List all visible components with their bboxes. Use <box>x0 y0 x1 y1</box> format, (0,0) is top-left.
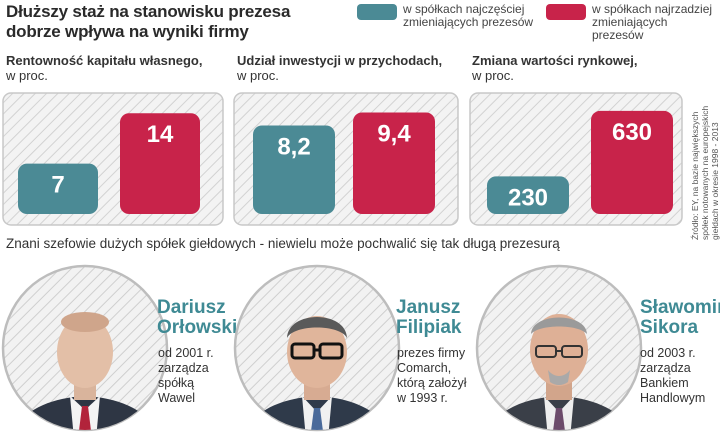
person-desc-line: prezes firmy <box>397 346 466 360</box>
legend-item-rare: w spółkach najrzadziej zmieniających pre… <box>546 3 720 42</box>
person-desc-filipiak: prezes firmy Comarch, którą założył w 19… <box>397 346 466 406</box>
source-line-2: spółek notowanych na europejskich <box>700 105 710 240</box>
person-desc-line: którą założył <box>397 376 467 390</box>
person-last-name: Filipiak <box>396 317 462 338</box>
person-desc-sikora: od 2003 r. zarządza Bankiem Handlowym <box>640 346 705 406</box>
title-line-2: dobrze wpływa na wyniki firmy <box>6 22 249 41</box>
person-desc-line: spółką <box>158 376 195 390</box>
person-desc-line: od 2003 r. <box>640 346 696 360</box>
person-desc-line: Bankiem <box>640 376 689 390</box>
legend-label-line-2: zmieniających prezesów <box>403 15 534 29</box>
person-name-orlowski: Dariusz Orłowski <box>157 298 237 338</box>
source-note: Źródło: EY, na bazie największych spółek… <box>686 80 720 240</box>
bar-frequent <box>18 163 98 214</box>
section-subtitle: Znani szefowie dużych spółek giełdowych … <box>6 236 560 251</box>
chart-3-title: Zmiana wartości rynkowej, <box>472 53 638 68</box>
chart-3-label: Zmiana wartości rynkowej, w proc. <box>472 53 637 83</box>
legend-label: w spółkach najrzadziej zmieniających pre… <box>592 3 720 42</box>
person-desc-line: Wawel <box>158 391 196 405</box>
person-first-name: Dariusz <box>157 297 226 318</box>
person-desc-line: zarządza <box>158 361 209 375</box>
chart-3-unit: w proc. <box>472 68 514 83</box>
chart-1-unit: w proc. <box>6 68 48 83</box>
person-name-sikora: Sławomir Sikora <box>640 298 720 338</box>
person-first-name: Janusz <box>396 297 461 318</box>
bar-frequent <box>487 176 569 214</box>
legend-item-frequent: w spółkach najczęściej zmieniających pre… <box>357 3 533 29</box>
bar-value-label: 9,4 <box>377 120 411 147</box>
infographic-title: Dłuższy staż na stanowisku prezesa dobrz… <box>6 2 290 42</box>
person-name-filipiak: Janusz Filipiak <box>396 298 461 338</box>
person-desc-line: od 2001 r. <box>158 346 214 360</box>
chart-1: 7 14 <box>2 92 224 226</box>
legend-label-line-1: w spółkach najczęściej <box>403 2 525 16</box>
chart-1-title: Rentowność kapitału własnego, <box>6 53 203 68</box>
chart-2-label: Udział inwestycji w przychodach, w proc. <box>237 53 442 83</box>
person-last-name: Orłowski <box>157 317 238 338</box>
bar-value-label: 14 <box>147 121 174 148</box>
person-first-name: Sławomir <box>640 297 720 318</box>
person-desc-line: zarządza <box>640 361 691 375</box>
person-desc-line: Handlowym <box>640 391 706 405</box>
chart-1-label: Rentowność kapitału własnego, w proc. <box>6 53 202 83</box>
bar-value-label: 8,2 <box>277 133 310 160</box>
chart-2: 8,2 9,4 <box>233 92 459 226</box>
person-photo-orlowski <box>1 264 169 432</box>
legend-label-line-1: w spółkach najrzadziej <box>592 2 713 16</box>
source-line-1: Źródło: EY, na bazie największych <box>690 111 700 240</box>
person-desc-line: Comarch, <box>397 361 452 375</box>
bar-value-label: 7 <box>51 172 64 199</box>
bar-value-label: 630 <box>612 119 652 146</box>
person-desc-orlowski: od 2001 r. zarządza spółką Wawel <box>158 346 214 406</box>
bar-frequent <box>253 125 335 214</box>
person-photo-sikora <box>475 264 643 432</box>
chart-2-title: Udział inwestycji w przychodach, <box>237 53 443 68</box>
person-photo-filipiak <box>233 264 401 432</box>
bar-rare <box>120 113 200 214</box>
legend-label-line-2: zmieniających prezesów <box>592 15 668 42</box>
legend-swatch-teal <box>357 4 397 20</box>
source-line-3: giełdach w okresie 1998 - 2013 <box>710 122 720 240</box>
chart-3: 230 630 <box>469 92 683 226</box>
title-line-1: Dłuższy staż na stanowisku prezesa <box>6 2 291 21</box>
bar-value-label: 230 <box>508 184 548 211</box>
bar-rare <box>591 110 673 214</box>
bar-rare <box>353 112 435 214</box>
legend-label: w spółkach najczęściej zmieniających pre… <box>403 3 533 29</box>
person-last-name: Sikora <box>640 317 699 338</box>
chart-2-unit: w proc. <box>237 68 279 83</box>
person-desc-line: w 1993 r. <box>397 391 448 405</box>
legend-swatch-red <box>546 4 586 20</box>
